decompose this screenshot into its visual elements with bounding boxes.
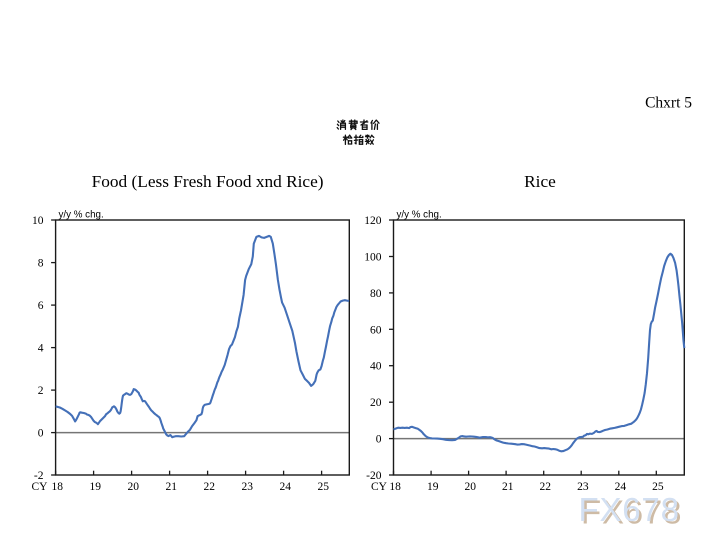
svg-text:23: 23 xyxy=(241,481,253,493)
svg-text:y/y % chg.: y/y % chg. xyxy=(59,210,104,221)
svg-text:60: 60 xyxy=(370,324,382,336)
svg-text:21: 21 xyxy=(502,481,514,493)
svg-text:0: 0 xyxy=(376,434,382,446)
svg-text:20: 20 xyxy=(127,481,139,493)
svg-text:18: 18 xyxy=(51,481,63,493)
svg-text:4: 4 xyxy=(38,343,44,355)
svg-text:19: 19 xyxy=(89,481,101,493)
svg-text:2: 2 xyxy=(38,385,44,397)
svg-text:Rice: Rice xyxy=(524,172,556,191)
svg-text:25: 25 xyxy=(652,481,664,493)
svg-text:CY: CY xyxy=(371,481,388,493)
svg-text:-20: -20 xyxy=(366,470,382,482)
svg-text:CY: CY xyxy=(32,481,49,493)
svg-text:8: 8 xyxy=(38,258,44,270)
svg-text:-2: -2 xyxy=(34,470,44,482)
svg-text:Food (Less Fresh Food xnd Rice: Food (Less Fresh Food xnd Rice) xyxy=(92,172,324,191)
svg-text:100: 100 xyxy=(364,252,382,264)
svg-text:22: 22 xyxy=(203,481,215,493)
svg-text:24: 24 xyxy=(615,481,627,493)
svg-text:20: 20 xyxy=(464,481,476,493)
svg-text:Chxrt 5: Chxrt 5 xyxy=(645,95,692,112)
svg-text:25: 25 xyxy=(317,481,329,493)
svg-text:23: 23 xyxy=(577,481,589,493)
svg-text:6: 6 xyxy=(38,300,44,312)
svg-text:10: 10 xyxy=(32,215,44,227)
svg-text:20: 20 xyxy=(370,397,382,409)
svg-text:21: 21 xyxy=(165,481,177,493)
svg-text:22: 22 xyxy=(540,481,552,493)
svg-text:18: 18 xyxy=(389,481,401,493)
svg-text:FX678: FX678 xyxy=(581,494,682,531)
svg-text:80: 80 xyxy=(370,288,382,300)
svg-text:19: 19 xyxy=(427,481,439,493)
svg-text:120: 120 xyxy=(364,215,382,227)
svg-text:y/y % chg.: y/y % chg. xyxy=(397,210,442,221)
svg-text:0: 0 xyxy=(38,428,44,440)
svg-text:40: 40 xyxy=(370,361,382,373)
svg-text:24: 24 xyxy=(279,481,291,493)
svg-text:FX678: FX678 xyxy=(579,491,680,528)
